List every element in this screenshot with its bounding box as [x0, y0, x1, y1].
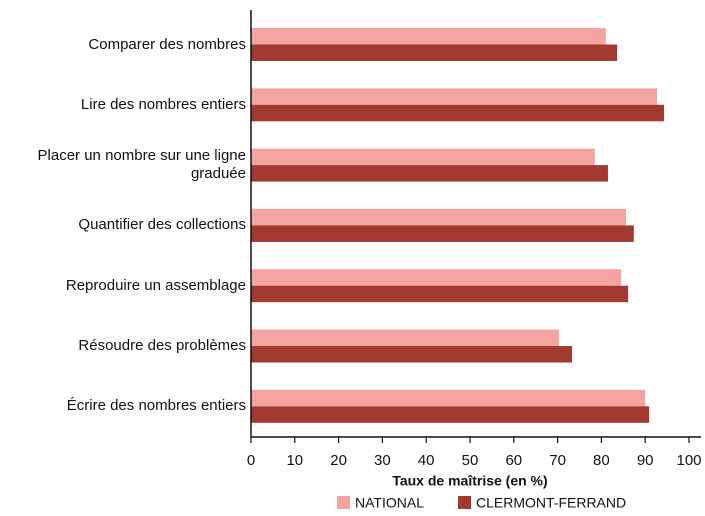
y-tick-label: Comparer des nombres [88, 35, 246, 53]
bar [251, 389, 646, 407]
x-tick-label: 100 [676, 452, 701, 469]
y-tick-label: Écrire des nombres entiers [66, 397, 246, 415]
legend-label: NATIONAL [355, 495, 424, 511]
x-tick-label: 50 [462, 452, 479, 469]
x-tick-label: 70 [549, 452, 566, 469]
legend-swatch [458, 496, 471, 509]
bar [251, 28, 606, 45]
bar [251, 165, 608, 182]
x-tick-label: 20 [330, 452, 347, 469]
bar [251, 285, 629, 303]
bar [251, 225, 634, 242]
x-tick-label: 0 [247, 452, 255, 469]
bar [251, 406, 650, 423]
y-tick-label: Résoudre des problèmes [78, 337, 246, 354]
legend-label: CLERMONT-FERRAND [476, 495, 626, 511]
bar [251, 346, 573, 363]
x-tick-label: 40 [418, 452, 435, 469]
y-tick-label: Placer un nombre sur une ligne graduée [37, 147, 246, 183]
x-tick-label: 30 [374, 452, 391, 469]
bar [251, 329, 559, 346]
bar [251, 88, 658, 105]
bar [251, 148, 595, 166]
bar [251, 269, 622, 286]
legend-swatch [337, 496, 350, 509]
bar [251, 104, 665, 122]
x-tick-label: 90 [637, 452, 654, 469]
bar [251, 208, 626, 226]
y-tick-label: Quantifier des collections [78, 216, 246, 234]
y-tick-label: Reproduire un assemblage [65, 276, 246, 294]
y-tick-label: Lire des nombres entiers [80, 95, 246, 113]
bar [251, 44, 618, 61]
x-tick-label: 80 [593, 452, 610, 469]
x-tick-label: 10 [286, 452, 303, 469]
x-axis-title: Taux de maîtrise (en %) [392, 473, 547, 489]
x-tick-label: 60 [505, 452, 522, 469]
